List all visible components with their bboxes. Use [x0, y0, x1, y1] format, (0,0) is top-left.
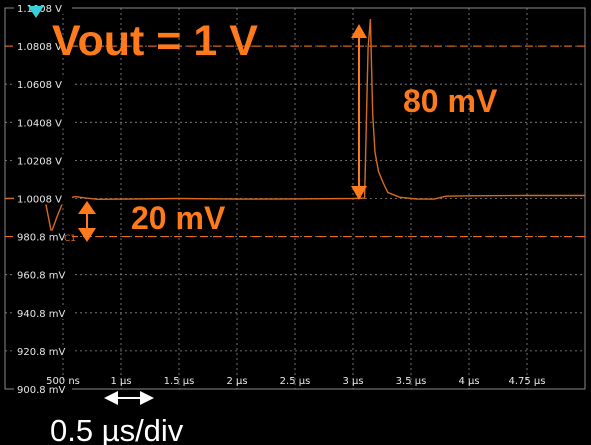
y-axis-label: 920.8 mV: [17, 347, 66, 358]
channel-tag: C1: [64, 234, 76, 244]
y-label-bg: [14, 192, 72, 205]
x-axis-label: 3 µs: [342, 376, 363, 387]
y-axis-label: 1.0408 V: [17, 118, 62, 129]
y-label-bg: [14, 154, 72, 167]
x-axis-label: 3.5 µs: [396, 376, 427, 387]
y-axis-label: 940.8 mV: [17, 309, 66, 320]
x-axis-label: 1.5 µs: [164, 376, 195, 387]
y-label-bg: [14, 2, 72, 14]
y-axis-label: 980.8 mV: [17, 233, 66, 244]
y-label-bg: [14, 268, 72, 281]
dip-annotation: 20 mV: [131, 200, 226, 236]
y-axis-label: 960.8 mV: [17, 271, 66, 282]
reference-lines: [5, 45, 585, 238]
y-axis-label: 1.0608 V: [17, 80, 62, 91]
spike-arrow: [351, 24, 367, 200]
x-axis-label: 4 µs: [458, 376, 479, 387]
title-annotation: Vout = 1 V: [52, 17, 258, 65]
x-axis-label: 2.5 µs: [280, 376, 311, 387]
y-axis-label: 1.0808 V: [17, 42, 62, 53]
x-axis-label: 1 µs: [110, 376, 131, 387]
y-label-bg: [14, 116, 72, 129]
y-label-bg: [14, 230, 72, 243]
trigger-marker-icon[interactable]: [28, 6, 44, 18]
x-axis-labels: 500 ns 1 µs 1.5 µs 2 µs 2.5 µs 3 µs 3.5 µs 4 µs…: [46, 376, 545, 387]
x-axis-label: 4.75 µs: [508, 376, 545, 387]
timebase-caption: 0.5 µs/div: [50, 413, 184, 445]
y-axis-label: 1.0008 V: [17, 195, 62, 206]
y-label-bg: [14, 306, 72, 319]
timebase-arrow: [104, 391, 154, 405]
y-label-bg: [14, 78, 72, 91]
y-axis-label: 1.0208 V: [17, 156, 62, 167]
x-axis-label: 2 µs: [226, 376, 247, 387]
y-label-bg: [14, 40, 72, 53]
y-axis-label: 900.8 mV: [17, 385, 66, 396]
x-axis-label: 500 ns: [46, 376, 80, 387]
y-label-bg: [14, 344, 72, 357]
dip-arrow: [78, 201, 96, 242]
spike-annotation: 80 mV: [403, 83, 498, 119]
y-label-bg: [14, 383, 72, 395]
